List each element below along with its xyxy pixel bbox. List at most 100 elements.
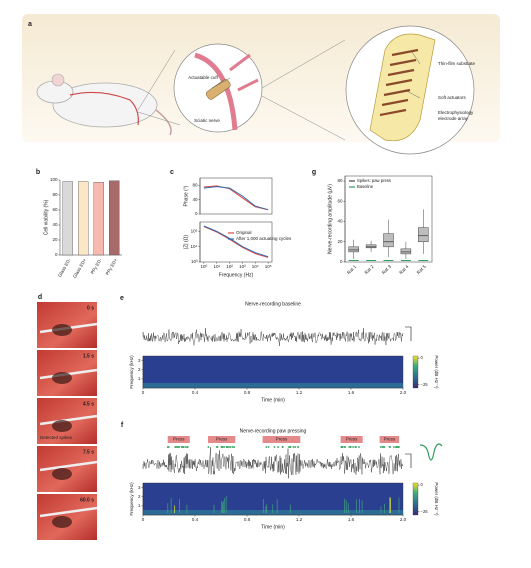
box: [400, 248, 412, 255]
x-tick-label: 10⁵: [265, 264, 272, 269]
spike-dot: [355, 446, 357, 448]
press-event: [208, 436, 236, 443]
x-tick-label: 10⁰: [200, 264, 207, 269]
time-label: 60.0 s: [80, 497, 94, 503]
spike-dot: [381, 446, 384, 448]
spike-dot: [393, 446, 395, 448]
y-tick-label: 80: [52, 192, 58, 197]
y-axis-label: Frequency (kHz): [129, 482, 134, 516]
colorbar-tick-label: 0: [421, 482, 424, 487]
panel-d-photos: [37, 302, 98, 540]
y-tick-label: 1: [138, 503, 141, 508]
box: [365, 244, 377, 249]
y-tick-label: 0: [340, 259, 343, 264]
probe: [39, 414, 98, 426]
box: [348, 246, 359, 253]
time-label: 7.5 s: [83, 449, 94, 455]
x-tick-label: 0.4: [192, 517, 199, 522]
spike-dot: [273, 446, 276, 448]
spectrogram: [142, 355, 404, 389]
x-tick-label: Rat 4: [398, 264, 409, 275]
y-tick-label: 20: [52, 237, 58, 242]
spike-dot: [358, 446, 360, 448]
y-axis-label: Nerve-recording amplitude (µV): [327, 184, 333, 254]
y-tick-label: 3: [138, 485, 141, 490]
event-label: Press: [173, 437, 185, 442]
press-event: [379, 436, 400, 443]
spike-dot: [267, 446, 270, 448]
spike-dot: [292, 446, 295, 448]
spike-dot: [297, 446, 299, 448]
x-tick-label: 0.8: [244, 390, 251, 395]
colorbar: [412, 482, 419, 516]
y-tick-label: 2: [138, 494, 141, 499]
spike-dot: [233, 446, 236, 448]
x-tick-label: 2.0: [400, 517, 407, 522]
leader-line: [411, 51, 421, 65]
bar: [62, 181, 73, 256]
y-tick-label: 40: [337, 219, 343, 224]
panel-label: d: [38, 294, 42, 301]
press-event: [262, 436, 301, 443]
y-tick-label: 3: [138, 358, 141, 363]
spike-dot: [181, 446, 184, 448]
spike-dot: [340, 446, 343, 448]
time-label: 0 s: [87, 305, 94, 311]
annotation: Actuatable cuff: [188, 75, 218, 80]
spike-dot: [398, 446, 400, 448]
bar: [78, 181, 89, 256]
annotation: Sciatic nerve: [194, 118, 220, 123]
annotation: electrode array: [438, 116, 469, 121]
panel-label: e: [120, 295, 124, 302]
x-tick-label: 0: [142, 390, 145, 395]
colorbar-tick-label: −25: [421, 382, 429, 387]
tissue: [52, 468, 72, 480]
x-axis-label: Time (min): [261, 524, 285, 530]
trace: [142, 328, 404, 346]
x-axis-label: Time (min): [261, 397, 285, 403]
leader-line: [404, 89, 421, 99]
annotation: Thin-film substrate: [438, 61, 476, 66]
spike-dot: [215, 446, 218, 448]
event-label: Press: [216, 437, 228, 442]
x-axis-label: Frequency (Hz): [219, 272, 254, 278]
x-tick-label: 10²: [226, 264, 233, 269]
y-tick-label: 10³: [191, 259, 198, 264]
spike-dot: [352, 446, 355, 448]
press-event: [167, 436, 190, 443]
spike-dot: [229, 446, 232, 448]
spike-dot: [207, 446, 210, 448]
y-tick-label: 0: [195, 211, 198, 216]
y-tick-label: 40: [52, 222, 58, 227]
spike-dot: [388, 446, 391, 448]
tissue: [52, 516, 72, 528]
colorbar: [412, 355, 419, 389]
spike-dot: [294, 446, 297, 448]
y-tick-label: 60: [52, 207, 58, 212]
panel-label: g: [312, 169, 316, 176]
zoom-line: [137, 111, 181, 126]
bar: [109, 180, 120, 256]
legend-label: Spikes: paw press: [357, 178, 391, 183]
spike-dot: [281, 446, 284, 448]
press-event: [340, 436, 363, 443]
x-tick-label: 1.2: [296, 390, 303, 395]
scale-bar: [405, 453, 412, 468]
spike-dot: [182, 446, 185, 448]
spike-dot: [349, 446, 352, 448]
y-axis-label: |Z| (Ω): [183, 235, 189, 249]
rat-body: [52, 82, 158, 128]
x-tick-label: Glass ED-: [57, 257, 72, 278]
y-tick-label: 60: [337, 198, 343, 203]
legend-label: Baseline: [357, 184, 374, 189]
panel-a-illustration: [22, 14, 500, 155]
tissue: [52, 420, 72, 432]
chart-title: Nerve-recording paw pressing: [240, 428, 307, 434]
series-line: [203, 185, 269, 211]
box: [383, 233, 394, 248]
zoom-line: [261, 39, 346, 89]
rat-ear: [51, 73, 65, 87]
panel-label: a: [28, 21, 32, 28]
spectrogram-low-band: [143, 383, 403, 388]
